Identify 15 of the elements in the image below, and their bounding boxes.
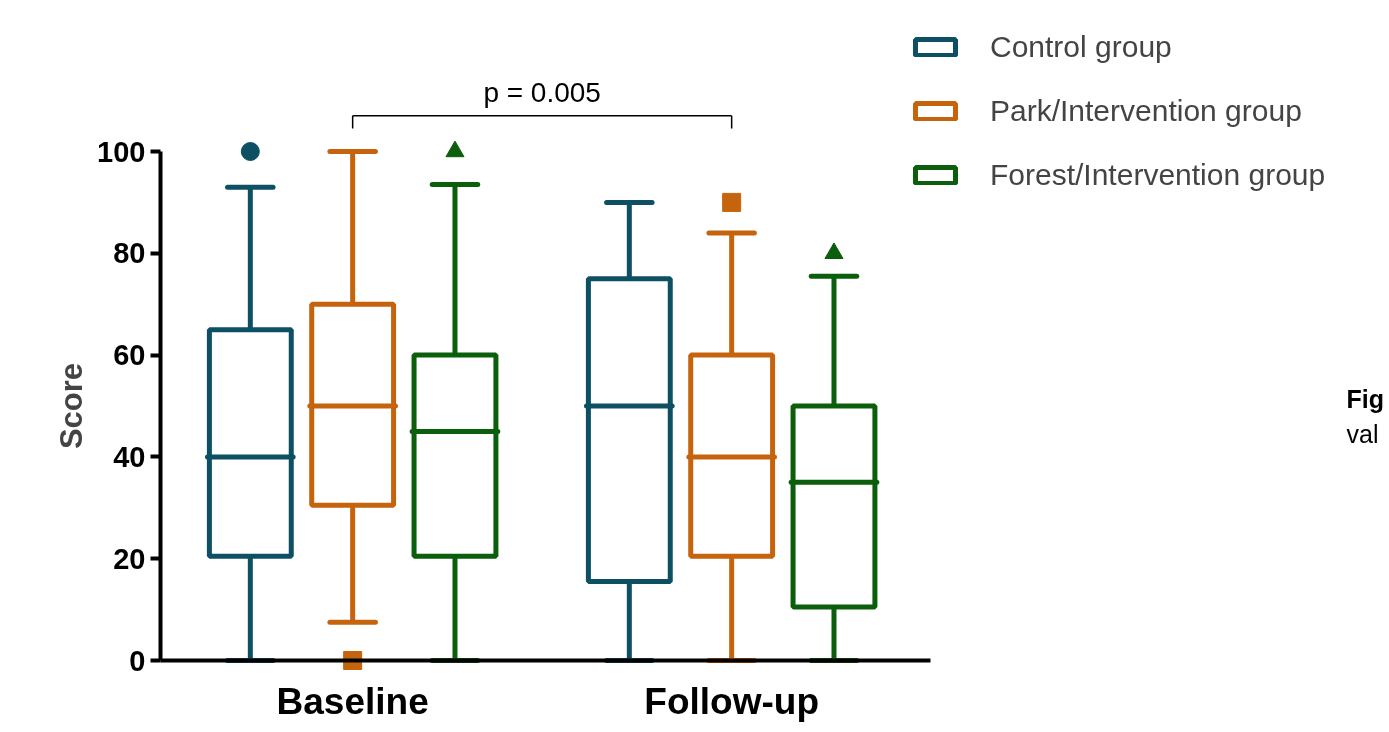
legend-label: Control group (990, 30, 1172, 64)
y-axis-title: Score (54, 362, 90, 450)
x-tick-label: Baseline (276, 680, 429, 722)
text: p = 0.005 (483, 77, 601, 109)
legend-label: Forest/Intervention group (990, 158, 1326, 192)
y-tick-label: 40 (113, 440, 146, 473)
legend-label: Park/Intervention group (990, 94, 1302, 128)
y-tick-label: 80 (113, 237, 146, 270)
x-tick-label: Follow-up (644, 680, 819, 722)
y-tick-label: 20 (113, 542, 146, 575)
y-tick-label: 100 (97, 135, 146, 168)
text: Fig (1346, 384, 1384, 413)
y-tick-label: 60 (113, 339, 146, 372)
y-tick-label: 0 (129, 644, 146, 677)
text: val (1346, 419, 1379, 448)
